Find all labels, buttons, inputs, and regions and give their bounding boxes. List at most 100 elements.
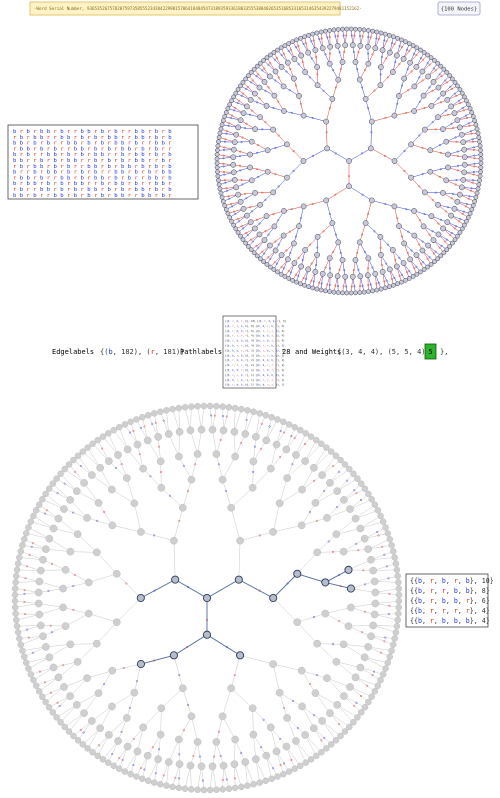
tree-edge bbox=[216, 454, 223, 480]
edge-tick bbox=[324, 53, 327, 56]
tree-node bbox=[230, 169, 237, 176]
edge-tick bbox=[394, 61, 397, 64]
tree-node bbox=[268, 264, 273, 270]
tree-edge bbox=[325, 607, 351, 614]
tree-node bbox=[231, 139, 238, 145]
tree-node bbox=[435, 60, 440, 66]
tree-node bbox=[175, 760, 184, 769]
tree-edge bbox=[178, 716, 192, 740]
tree-node bbox=[440, 126, 446, 132]
tree-edge bbox=[304, 443, 322, 462]
tree-node bbox=[282, 445, 291, 454]
tree-node bbox=[340, 290, 345, 296]
edge-tick bbox=[379, 73, 382, 76]
tree-edge bbox=[234, 739, 236, 765]
tree-node bbox=[157, 704, 166, 713]
tree-node bbox=[264, 147, 271, 154]
edge-tick bbox=[322, 230, 325, 233]
tree-node bbox=[470, 203, 476, 208]
tree-node bbox=[312, 268, 319, 275]
tree-node bbox=[395, 591, 403, 599]
tree-node bbox=[108, 702, 116, 711]
tree-node bbox=[425, 264, 430, 270]
edge-tick bbox=[421, 79, 424, 82]
edge-tick bbox=[268, 425, 271, 428]
tree-node bbox=[244, 103, 250, 110]
tree-node bbox=[266, 723, 275, 732]
tree-node bbox=[352, 59, 359, 65]
tree-node bbox=[329, 220, 336, 226]
tree-node bbox=[264, 262, 270, 267]
edge-tick bbox=[359, 285, 362, 288]
tree-node bbox=[414, 271, 420, 277]
tree-node bbox=[291, 423, 298, 431]
grid-row: b r b b r b r b r b b r r b r b b r b r … bbox=[13, 181, 172, 187]
tree-edge bbox=[336, 518, 356, 535]
tree-edge bbox=[326, 186, 350, 201]
tree-edge bbox=[111, 489, 135, 504]
tree-node bbox=[187, 475, 196, 484]
tree-edge bbox=[370, 148, 395, 162]
edge-tick bbox=[26, 628, 29, 631]
tree-edge bbox=[49, 538, 71, 552]
edge-tick bbox=[440, 244, 443, 247]
tree-edge bbox=[19, 635, 44, 639]
tree-node bbox=[123, 445, 132, 454]
edge-tick bbox=[302, 42, 305, 45]
tree-edge bbox=[410, 171, 431, 178]
edge-tick bbox=[473, 165, 476, 168]
tree-node bbox=[362, 220, 369, 226]
edge-tick bbox=[336, 34, 339, 37]
tree-node bbox=[335, 239, 342, 246]
tree-node bbox=[452, 80, 458, 85]
edge-tick bbox=[264, 89, 267, 92]
tree-node bbox=[263, 103, 270, 109]
nodes-button[interactable] bbox=[437, 1, 481, 16]
tree-edge bbox=[28, 657, 50, 669]
edge-tick bbox=[285, 70, 288, 73]
tree-node bbox=[41, 545, 50, 553]
tree-edge bbox=[76, 490, 99, 504]
edge-tick bbox=[461, 107, 464, 110]
tree-node bbox=[310, 31, 316, 37]
tree-edge bbox=[244, 761, 248, 786]
edge-tick bbox=[50, 631, 53, 634]
grid-row: r b r b b r b r b r r b b r b r b b r b … bbox=[13, 163, 172, 169]
tree-edge bbox=[270, 727, 287, 747]
tree-node bbox=[84, 609, 93, 618]
tree-edge bbox=[18, 625, 41, 633]
tree-node bbox=[227, 102, 233, 107]
tree-node bbox=[272, 247, 279, 254]
edge-tick bbox=[407, 89, 410, 92]
edge-tick bbox=[273, 58, 276, 61]
tree-edge bbox=[191, 454, 198, 480]
tree-node bbox=[233, 90, 239, 96]
tree-edge bbox=[30, 521, 54, 529]
tree-node bbox=[332, 657, 341, 666]
tree-node bbox=[393, 263, 400, 270]
path-row: {{b, r, b, b, r}, 6} bbox=[410, 597, 490, 605]
tree-edge bbox=[73, 459, 93, 476]
tree-edge bbox=[15, 592, 39, 596]
tree-node bbox=[110, 762, 117, 770]
edge-tick bbox=[455, 94, 458, 97]
tree-node bbox=[171, 575, 180, 584]
tree-node bbox=[231, 177, 238, 183]
tree-edge bbox=[355, 61, 360, 80]
tree-node bbox=[428, 262, 434, 267]
tree-edge bbox=[295, 740, 312, 760]
edge-tick bbox=[473, 162, 476, 165]
edge-tick bbox=[82, 731, 85, 734]
tree-node bbox=[272, 747, 281, 756]
tree-edge bbox=[365, 98, 372, 122]
tree-node bbox=[413, 252, 420, 258]
edge-tick bbox=[304, 442, 307, 445]
nodes-button-label[interactable]: {100 Nodes} bbox=[441, 6, 477, 12]
tree-edge bbox=[326, 677, 345, 697]
tree-node bbox=[19, 542, 26, 549]
tree-node bbox=[435, 231, 442, 238]
tree-edge bbox=[272, 664, 280, 693]
tree-node bbox=[139, 723, 148, 732]
edge-tick bbox=[139, 767, 142, 770]
edge-tick bbox=[154, 772, 157, 775]
